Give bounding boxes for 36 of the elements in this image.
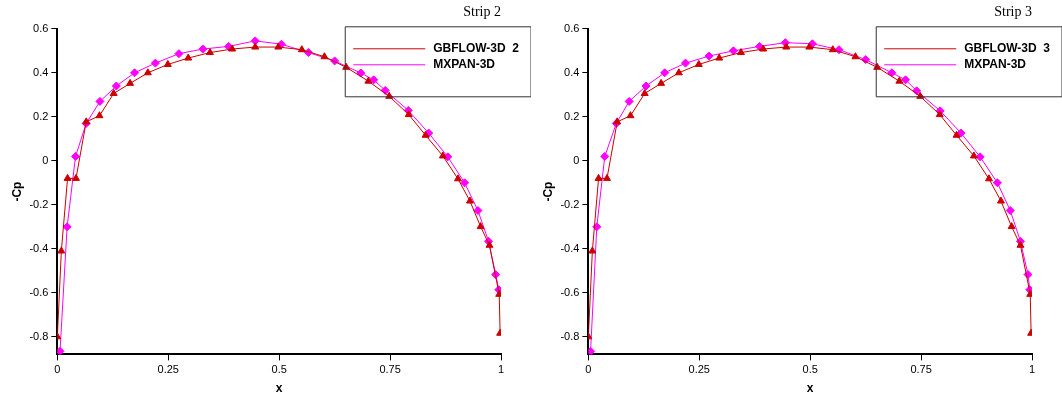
x-axis-title: x bbox=[275, 381, 283, 396]
text: GBFLOW-3D 3 bbox=[964, 41, 1051, 56]
x-tick-label: 0.5 bbox=[271, 363, 287, 376]
y-tick-label: 0 bbox=[573, 153, 580, 166]
y-tick-label: -0.6 bbox=[560, 285, 580, 298]
text: MXPAN-3D bbox=[964, 57, 1027, 72]
y-tick-label: 0.4 bbox=[33, 65, 49, 78]
y-tick-label: 0.6 bbox=[564, 21, 580, 34]
text: GBFLOW-3D 2 bbox=[433, 41, 520, 56]
y-tick-label: -0.6 bbox=[29, 285, 49, 298]
y-tick-label: -0.8 bbox=[29, 329, 49, 342]
x-tick-label: 0.75 bbox=[910, 363, 932, 376]
y-tick-label: -0.4 bbox=[29, 241, 49, 254]
y-tick-label: 0 bbox=[42, 153, 49, 166]
x-tick-label: 0.25 bbox=[688, 363, 710, 376]
x-axis-title: x bbox=[806, 381, 814, 396]
y-tick-label: -0.2 bbox=[560, 197, 580, 210]
y-tick-label: 0.2 bbox=[564, 109, 580, 122]
y-tick-label: 0.2 bbox=[33, 109, 49, 122]
y-tick-label: -0.4 bbox=[560, 241, 580, 254]
x-tick-label: 1 bbox=[1028, 363, 1036, 376]
x-tick-label: 0 bbox=[54, 363, 61, 376]
x-tick-label: 0 bbox=[585, 363, 592, 376]
x-tick-label: 0.5 bbox=[802, 363, 818, 376]
y-axis-title: -Cp bbox=[540, 181, 555, 202]
y-tick-label: -0.8 bbox=[560, 329, 580, 342]
x-tick-label: 0.25 bbox=[157, 363, 179, 376]
x-tick-label: 0.75 bbox=[379, 363, 401, 376]
text: MXPAN-3D bbox=[433, 57, 496, 72]
y-tick-label: 0.4 bbox=[564, 65, 580, 78]
chart-title: Strip 2 bbox=[463, 4, 501, 20]
x-tick-label: 1 bbox=[497, 363, 505, 376]
y-axis-title: -Cp bbox=[9, 181, 24, 202]
chart-title: Strip 3 bbox=[994, 4, 1032, 20]
y-tick-label: 0.6 bbox=[33, 21, 49, 34]
y-tick-label: -0.2 bbox=[29, 197, 49, 210]
